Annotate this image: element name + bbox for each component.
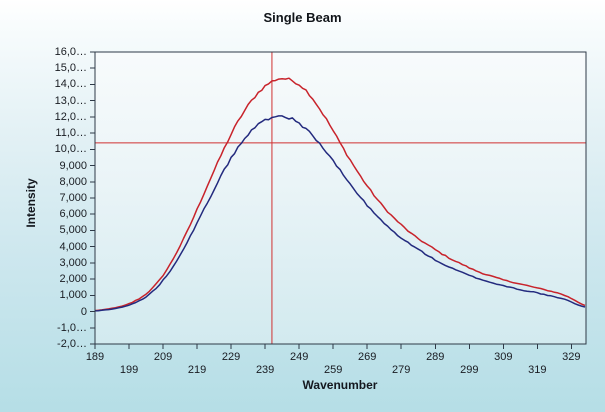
series-line-blue-spectrum (94, 115, 586, 312)
plot-area[interactable] (95, 52, 586, 344)
x-tick-label: 319 (528, 364, 547, 376)
x-tick-label: 249 (289, 351, 309, 363)
x-tick-label: 209 (153, 351, 173, 363)
x-tick-label: 239 (255, 364, 275, 376)
y-tick-label: 6,000 (59, 208, 87, 221)
y-tick-label: 4,000 (59, 240, 87, 253)
y-tick-label: 13,0… (54, 94, 87, 107)
x-tick-label: 309 (494, 351, 513, 363)
y-tick-label: 15,0… (54, 62, 87, 75)
x-tick-label: 189 (85, 351, 105, 363)
series-line-red-spectrum (94, 77, 586, 312)
y-tick-label: -2,0… (57, 338, 87, 350)
chart-title: Single Beam (263, 10, 342, 25)
y-tick-label: 1,000 (59, 289, 87, 302)
x-tick-label: 229 (221, 351, 241, 363)
x-tick-label: 269 (358, 351, 377, 363)
x-tick-label: 289 (426, 351, 445, 363)
y-axis-title: Intensity (24, 178, 38, 228)
x-tick-label: 219 (187, 364, 207, 376)
y-tick-label: 5,000 (59, 224, 87, 237)
x-tick-label: 259 (323, 364, 343, 376)
y-tick-label: 2,000 (59, 273, 87, 286)
y-tick-label: -1,0… (57, 321, 87, 334)
x-tick-label: 279 (392, 364, 411, 376)
x-axis-title: Wavenumber (302, 378, 378, 392)
plot-frame (94, 51, 587, 345)
y-tick-label: 16,0… (54, 46, 87, 58)
y-tick-label: 0 (80, 305, 87, 318)
x-tick-label: 299 (460, 364, 479, 376)
y-tick-label: 11,0… (55, 127, 87, 140)
x-tick-label: 329 (562, 351, 581, 363)
y-tick-label: 12,0… (54, 110, 87, 123)
y-tick-label: 8,000 (59, 175, 87, 188)
y-tick-label: 7,000 (59, 192, 87, 204)
x-tick-label: 199 (119, 364, 139, 376)
y-tick-label: 3,000 (59, 256, 87, 269)
y-tick-label: 14,0… (54, 78, 87, 91)
y-tick-label: 10,0… (54, 143, 87, 156)
y-tick-label: 9,000 (59, 159, 87, 172)
